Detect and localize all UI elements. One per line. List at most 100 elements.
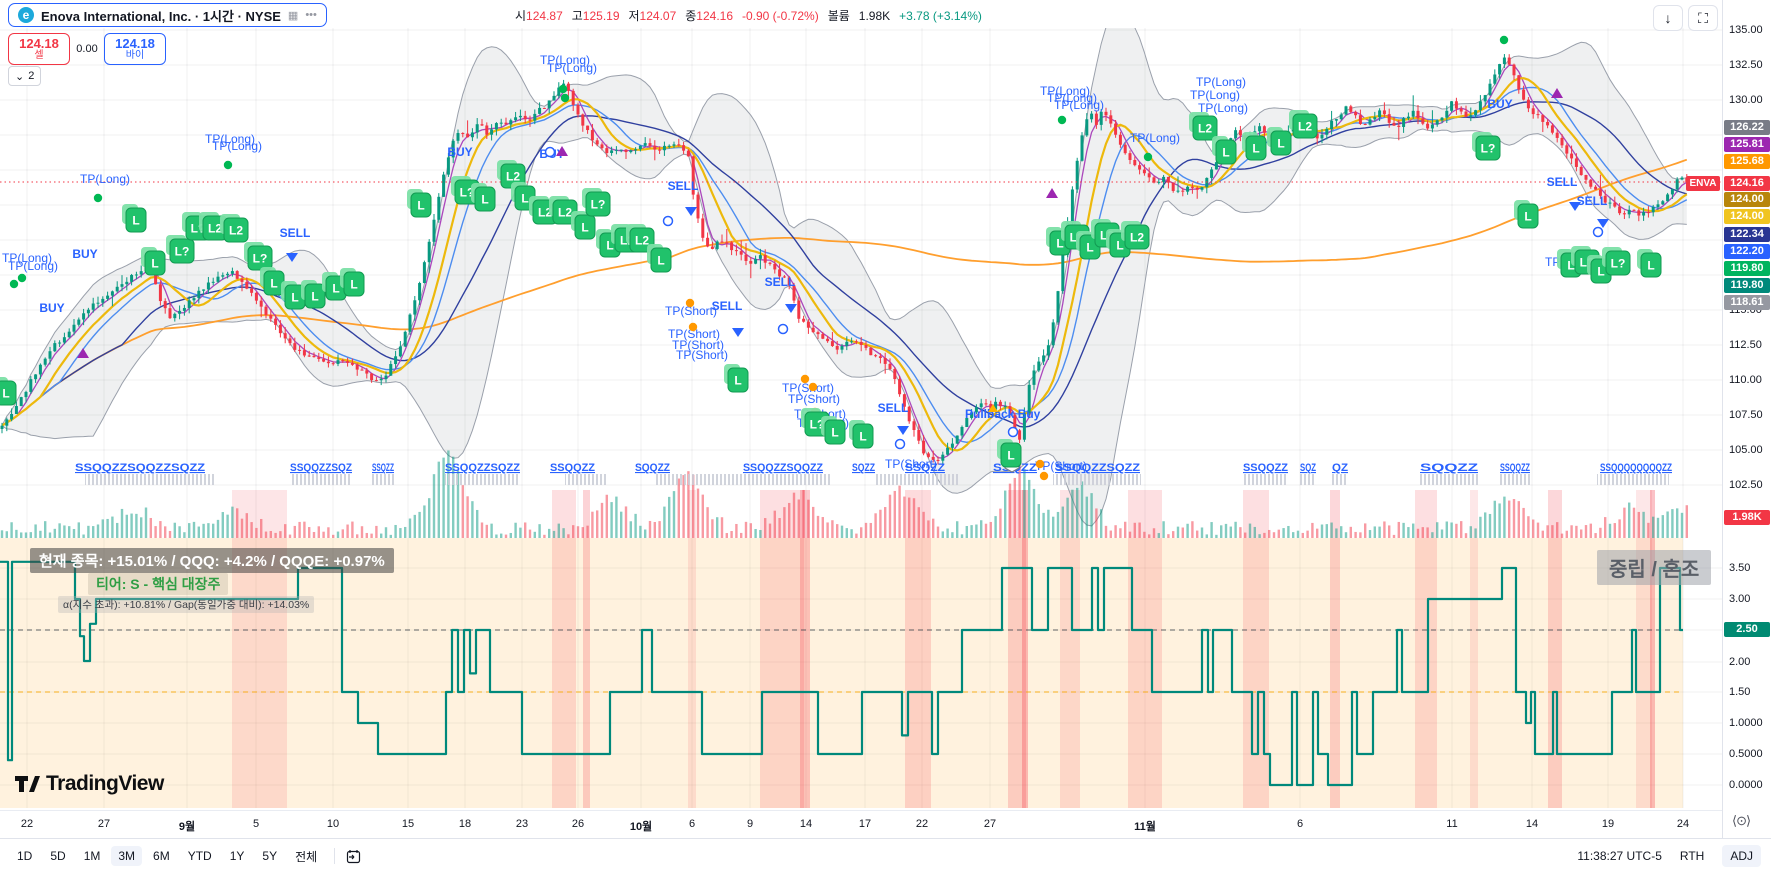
range-5d[interactable]: 5D (50, 849, 66, 863)
bollinger-upper (1, 14, 1687, 426)
svg-text:L?: L? (591, 198, 606, 212)
svg-text:L: L (151, 257, 158, 271)
range-5y[interactable]: 5Y (262, 849, 278, 863)
svg-text:L: L (1567, 259, 1574, 273)
go-to-date-button[interactable] (345, 848, 362, 865)
sell-button[interactable]: 124.18 셀 (8, 33, 70, 65)
entry-circle-marker (777, 323, 789, 335)
object-tree-collapse-button[interactable]: ⌄ 2 (8, 66, 42, 86)
long-badge: L (724, 364, 749, 393)
svg-text:L?: L? (1611, 257, 1626, 271)
price-axis[interactable]: 135.00 132.50 130.00 115.00 112.50 110.00 107.… (1722, 0, 1771, 872)
time-axis[interactable]: 22 27 9월 5 10 15 18 23 26 10월 6 9 14 17 22 27 11월 6 11 14 19… (0, 810, 1722, 839)
range-1d[interactable]: 1D (17, 849, 33, 863)
entry-circle-marker (894, 438, 906, 450)
chart-canvas[interactable]: SSQQZZSQQZZSQZZ SSQQZZSQZ SSQZZ SSQQZZSQZZ S… (0, 0, 1722, 810)
ma-yellow (1, 77, 1688, 452)
price-badge: 125.81 (1724, 137, 1770, 152)
tradingview-logo[interactable]: TradingView (14, 772, 164, 796)
svg-text:L2: L2 (635, 234, 649, 248)
more-options-icon[interactable]: ••• (305, 9, 317, 21)
volume-change: +3.78 (+3.14%) (899, 8, 982, 23)
svg-text:SQQZZ: SQQZZ (1420, 462, 1478, 474)
ticker-label-row: SSQQZZSQQZZSQZZ SSQQZZSQZ SSQZZ SSQQZZSQZZ S… (75, 462, 1672, 474)
svg-text:SSQQZZSQQZZSQZZ: SSQQZZSQQZZSQZZ (75, 462, 205, 474)
time-label: 10월 (629, 821, 653, 833)
scroll-to-recent-button[interactable]: ↓ (1653, 5, 1683, 31)
ma-orange-slow (1, 158, 1688, 427)
time-label: 11월 (1134, 821, 1156, 833)
long-badge: L2 (1289, 110, 1318, 139)
time-label: 18 (458, 818, 472, 830)
svg-text:SSQQZZ: SSQQZZ (1243, 462, 1288, 474)
price-change: -0.90 (-0.72%) (742, 8, 819, 23)
sell-triangle-marker (1569, 202, 1581, 211)
svg-text:TP(Long): TP(Long) (547, 61, 597, 75)
ohlc-open: 시124.87 (515, 9, 563, 23)
long-badge: L2 (220, 214, 249, 243)
range-1y[interactable]: 1Y (229, 849, 245, 863)
svg-text:TP(Long): TP(Long) (205, 132, 255, 146)
purple-triangle-marker (556, 146, 568, 156)
symbol-pill[interactable]: e Enova International, Inc. · 1시간 · NYSE… (8, 3, 327, 27)
svg-text:L?: L? (175, 245, 190, 259)
svg-text:SELL: SELL (878, 401, 909, 415)
long-badge: L2 (549, 196, 578, 225)
svg-text:L: L (270, 277, 277, 291)
sell-triangle-marker (1597, 219, 1609, 228)
range-전체[interactable]: 전체 (295, 849, 318, 864)
session-markers (85, 474, 1669, 485)
svg-text:L: L (581, 221, 588, 235)
time-label: 22 (915, 818, 929, 830)
long-badge: L2 (199, 212, 228, 241)
tier-line: 티어: S - 핵심 대장주 (88, 573, 229, 595)
fullscreen-button[interactable]: ⛶ (1688, 5, 1718, 31)
time-label: 24 (1676, 818, 1690, 830)
range-6m[interactable]: 6M (153, 849, 170, 863)
time-label: 9월 (178, 821, 196, 833)
svg-text:TP(Long): TP(Long) (2, 251, 52, 265)
svg-text:L?: L? (1481, 142, 1496, 156)
buy-price: 124.18 (115, 35, 155, 51)
long-badge: L (997, 439, 1022, 468)
chevron-down-icon: ⌄ (15, 70, 25, 83)
tp-short-dot (808, 382, 818, 392)
svg-text:TP(Short): TP(Short) (885, 457, 937, 471)
svg-text:L: L (734, 374, 741, 388)
svg-text:SSQQZZ: SSQQZZ (550, 462, 595, 474)
sell-price: 124.18 (19, 35, 59, 51)
time-label: 27 (97, 818, 111, 830)
svg-text:L: L (657, 254, 664, 268)
tp-long-dot (1057, 115, 1067, 125)
price-tick: 130.00 (1729, 94, 1763, 106)
fullscreen-icon: ⛶ (1698, 9, 1708, 26)
clock[interactable]: 11:38:27 UTC-5 (1577, 849, 1662, 863)
tp-long-dot (223, 160, 233, 170)
price-tick: 107.50 (1729, 409, 1763, 421)
price-axis-settings-icon[interactable]: ⟨⊙⟩ (1732, 813, 1751, 828)
entry-circle-marker (544, 146, 556, 158)
svg-text:L: L (132, 214, 139, 228)
arrow-down-icon: ↓ (1664, 10, 1672, 26)
date-range-switcher: 1D 5D 1M 3M 6M YTD 1Y 5Y 전체 (0, 845, 324, 868)
svg-text:L: L (521, 192, 528, 206)
svg-text:SSQQZZ: SSQQZZ (1500, 462, 1530, 474)
session-toggle[interactable]: RTH (1679, 849, 1705, 863)
adjusted-data-toggle[interactable]: ADJ (1722, 845, 1761, 867)
buy-button[interactable]: 124.18 바이 (104, 33, 166, 65)
long-badge: L? (1602, 247, 1631, 276)
compare-icon[interactable]: ▦ (287, 9, 299, 22)
svg-text:SSQQZZSQQZZ: SSQQZZSQQZZ (743, 462, 823, 474)
ohlc-close: 종124.16 (685, 9, 733, 23)
svg-text:TP(Long): TP(Long) (1040, 84, 1090, 98)
price-tick: 112.50 (1729, 339, 1762, 351)
range-ytd[interactable]: YTD (187, 849, 212, 863)
time-label: 23 (515, 818, 529, 830)
symbol-price-tag: ENVA (1686, 176, 1720, 191)
svg-text:L: L (481, 193, 488, 207)
range-3m[interactable]: 3M (111, 846, 143, 866)
entry-circle-marker (1592, 226, 1604, 238)
range-1m[interactable]: 1M (83, 849, 101, 863)
price-badge: 119.80 (1724, 278, 1770, 293)
